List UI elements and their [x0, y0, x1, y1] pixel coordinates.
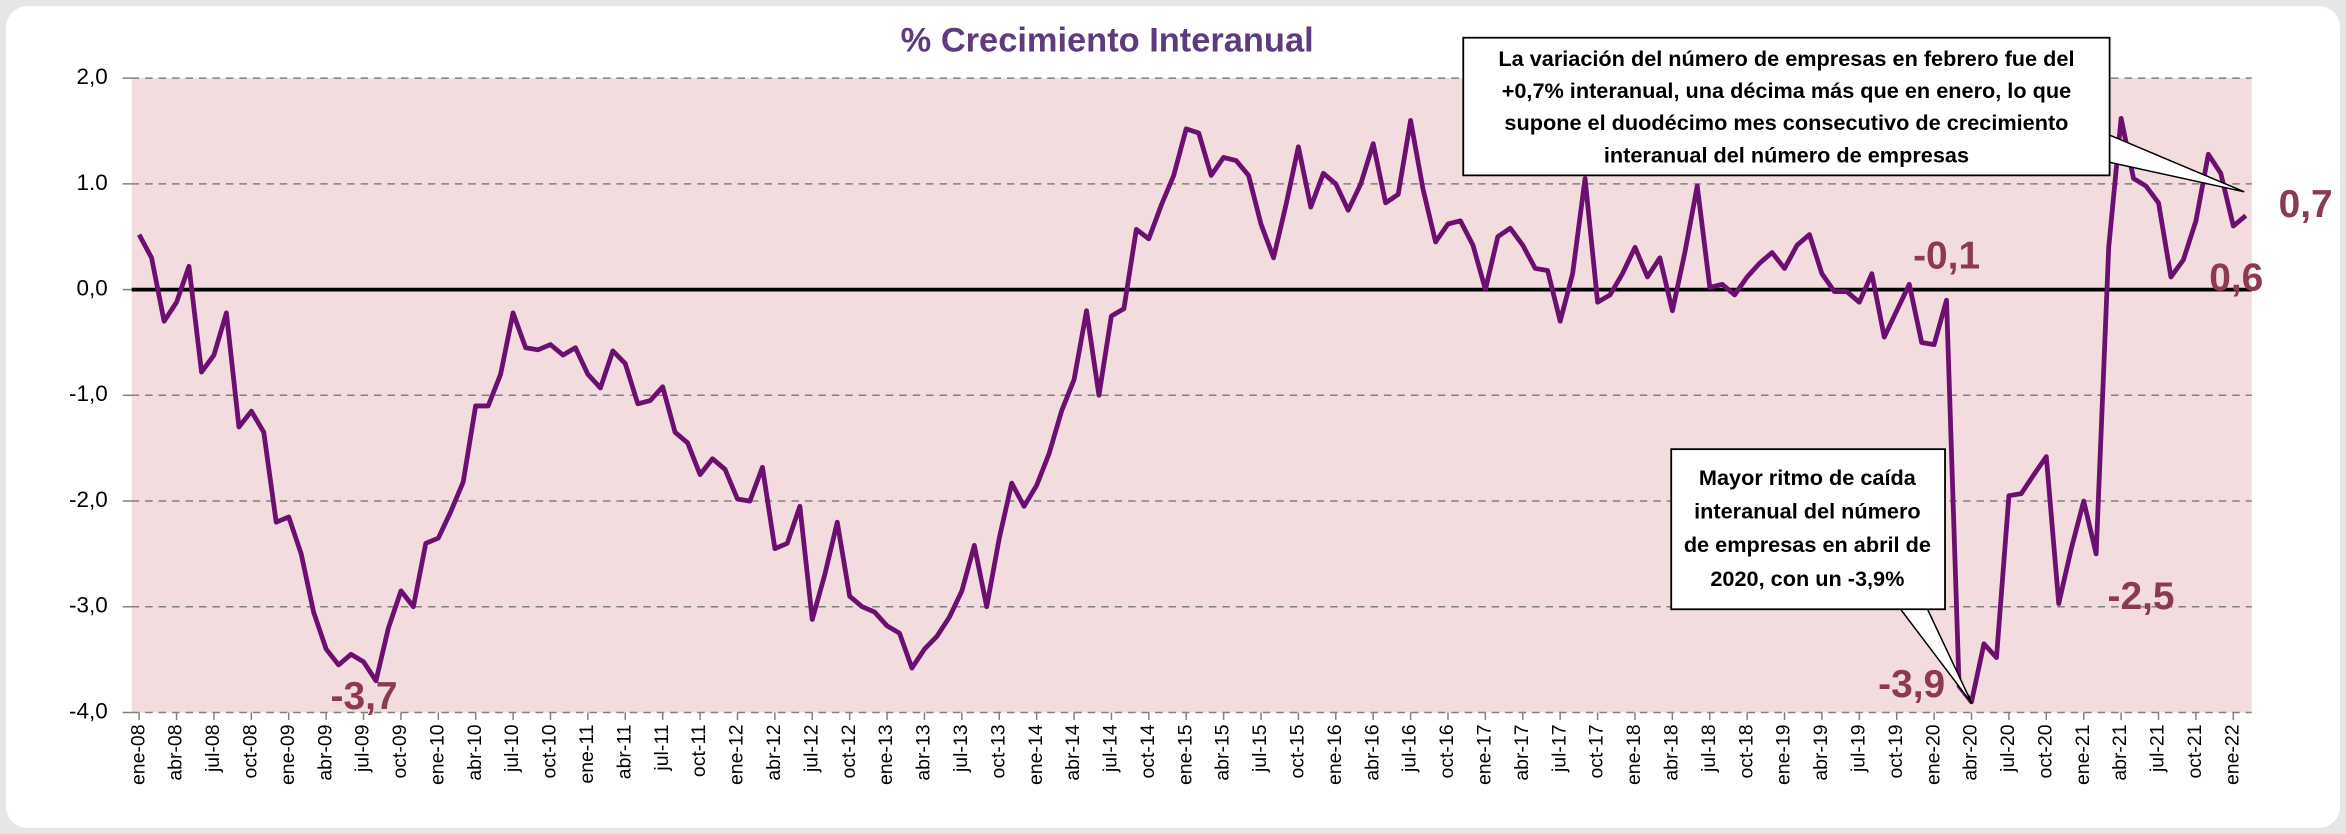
data-label: -3,7 — [331, 675, 398, 718]
x-tick-label: oct-11 — [688, 724, 710, 777]
x-tick-label: abr-09 — [314, 724, 336, 780]
x-tick-label: oct-13 — [987, 724, 1009, 778]
x-tick-label: ene-12 — [726, 724, 748, 785]
x-tick-label: ene-16 — [1324, 724, 1346, 785]
data-label: -2,5 — [2108, 575, 2175, 618]
data-label: 0,7 — [2279, 183, 2333, 226]
x-tick-label: oct-16 — [1436, 724, 1458, 778]
x-tick-label: jul-19 — [1847, 724, 1869, 773]
x-tick-label: abr-20 — [1960, 724, 1982, 780]
annotation-line: supone el duodécimo mes consecutivo de c… — [1504, 110, 2068, 135]
x-tick-label: ene-18 — [1623, 724, 1645, 785]
x-tick-label: jul-13 — [950, 724, 972, 773]
x-tick-label: oct-21 — [2184, 724, 2206, 778]
x-tick-label: abr-19 — [1810, 724, 1832, 780]
x-tick-label: ene-09 — [277, 724, 299, 785]
chart-title: % Crecimiento Interanual — [901, 21, 1314, 59]
x-tick-label: oct-19 — [1885, 724, 1907, 778]
y-tick-label: -3,0 — [69, 593, 108, 618]
x-tick-label: jul-12 — [800, 724, 822, 773]
annotation-line: +0,7% interanual, una décima más que en … — [1502, 78, 2071, 103]
x-tick-label: jul-20 — [1997, 724, 2019, 773]
callout-1: La variación del número de empresas en f… — [1462, 36, 2245, 193]
x-tick-label: ene-22 — [2221, 724, 2243, 785]
callout-2: Mayor ritmo de caída interanual del númer… — [1670, 448, 1973, 704]
y-tick-label: -1,0 — [69, 381, 108, 406]
x-tick-label: ene-15 — [1174, 724, 1196, 785]
x-tick-label: abr-16 — [1361, 724, 1383, 780]
annotation-line: interanual del número de empresas — [1604, 142, 1969, 167]
x-tick-label: ene-10 — [426, 724, 448, 785]
x-tick-label: jul-18 — [1698, 724, 1720, 773]
x-tick-label: oct-15 — [1287, 724, 1309, 778]
annotation-line: interanual del número — [1694, 498, 1921, 523]
x-tick-label: jul-08 — [202, 724, 224, 773]
x-tick-label: oct-18 — [1735, 724, 1757, 778]
y-tick-label: 1.0 — [77, 170, 108, 195]
x-tick-label: oct-12 — [838, 724, 860, 778]
x-tick-label: ene-17 — [1474, 724, 1496, 785]
annotation-line: La variación del número de empresas en f… — [1498, 46, 2074, 71]
y-tick-label: 0,0 — [77, 275, 108, 300]
x-tick-label: ene-19 — [1773, 724, 1795, 785]
data-label: -3,9 — [1878, 663, 1945, 706]
y-tick-label: 2,0 — [77, 64, 108, 89]
x-tick-label: abr-10 — [464, 724, 486, 780]
data-label: -0,1 — [1913, 235, 1980, 278]
data-label: 0,6 — [2209, 256, 2263, 299]
x-tick-label: jul-11 — [651, 724, 673, 771]
x-tick-label: oct-17 — [1586, 724, 1608, 778]
x-tick-label: abr-18 — [1660, 724, 1682, 780]
x-tick-label: abr-13 — [913, 724, 935, 780]
x-tick-label: jul-15 — [1249, 724, 1271, 773]
x-tick-label: abr-17 — [1511, 724, 1533, 780]
x-tick-label: jul-21 — [2147, 724, 2169, 773]
x-tick-label: oct-09 — [389, 724, 411, 778]
annotation-line: de empresas en abril de — [1684, 532, 1931, 557]
x-tick-label: abr-15 — [1212, 724, 1234, 780]
x-tick-label: jul-14 — [1100, 724, 1122, 773]
x-tick-label: abr-08 — [165, 724, 187, 780]
x-tick-label: ene-13 — [875, 724, 897, 785]
x-tick-label: ene-11 — [576, 724, 598, 783]
x-tick-label: ene-08 — [127, 724, 149, 785]
x-tick-label: abr-11 — [613, 724, 635, 779]
marks — [137, 115, 2248, 705]
x-tick-label: abr-12 — [763, 724, 785, 780]
x-tick-label: abr-14 — [1062, 724, 1084, 780]
x-tick-label: ene-20 — [1922, 724, 1944, 785]
annotation-line: 2020, con un -3,9% — [1710, 566, 1904, 591]
x-tick-label: jul-09 — [352, 724, 374, 773]
x-tick-label: ene-21 — [2072, 724, 2094, 785]
x-tick-label: jul-10 — [501, 724, 523, 773]
y-tick-label: -2,0 — [69, 487, 108, 512]
y-tick-label: -4,0 — [69, 698, 108, 723]
x-tick-label: oct-10 — [539, 724, 561, 778]
x-tick-label: jul-16 — [1399, 724, 1421, 773]
x-tick-label: oct-08 — [239, 724, 261, 778]
x-tick-label: ene-14 — [1025, 724, 1047, 785]
x-tick-label: abr-21 — [2109, 724, 2131, 780]
series-line — [137, 115, 2248, 705]
x-tick-label: oct-20 — [2034, 724, 2056, 778]
annotation-line: Mayor ritmo de caída — [1699, 465, 1917, 490]
x-tick-label: oct-14 — [1137, 724, 1159, 778]
x-tick-label: jul-17 — [1548, 724, 1570, 773]
